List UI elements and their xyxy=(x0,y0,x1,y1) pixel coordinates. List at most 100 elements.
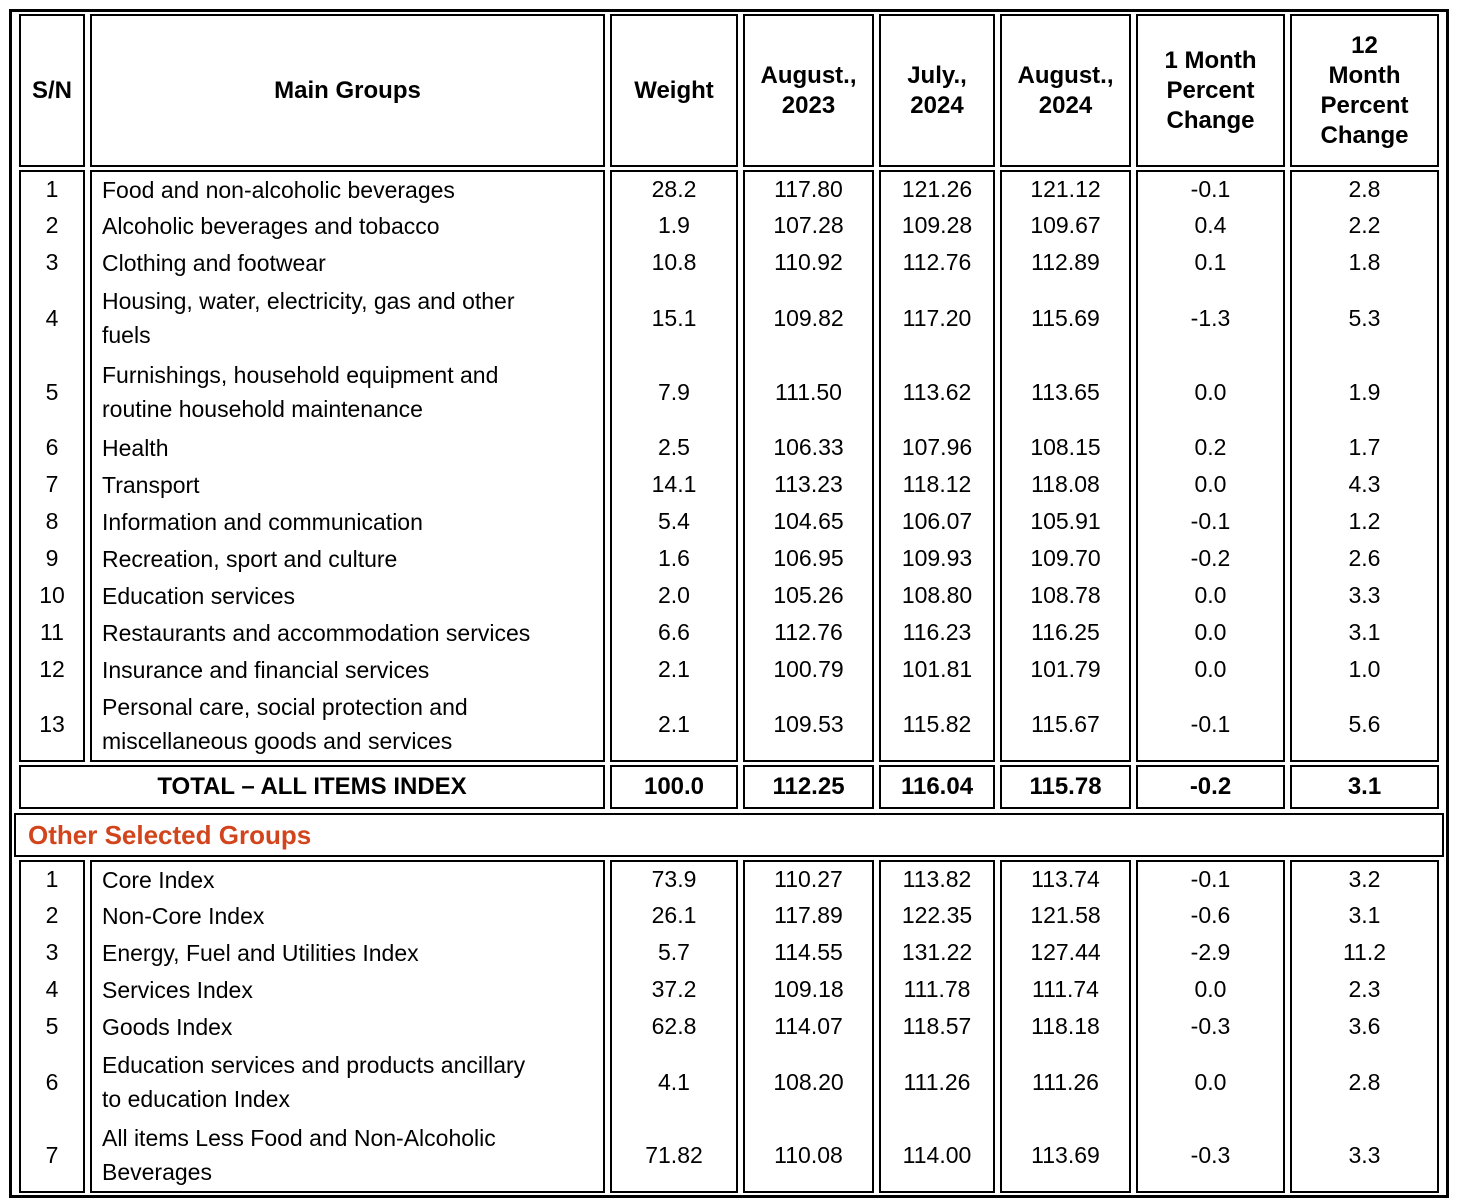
row-sn: 3 xyxy=(19,934,85,971)
column-header-aug-2024: August., 2024 xyxy=(1000,14,1131,167)
row-aug-2024: 111.74 xyxy=(1000,971,1131,1008)
row-weight: 4.1 xyxy=(610,1045,738,1119)
row-aug-2024: 115.69 xyxy=(1000,281,1131,355)
row-twelve-month-change: 1.8 xyxy=(1290,244,1439,281)
row-one-month-change: 0.0 xyxy=(1136,577,1285,614)
row-weight: 1.6 xyxy=(610,540,738,577)
row-aug-2023: 106.33 xyxy=(743,429,874,466)
row-label: Education services xyxy=(90,577,605,614)
row-one-month-change: -0.1 xyxy=(1136,688,1285,762)
row-one-month-change: -0.1 xyxy=(1136,170,1285,207)
table-row: 4 Housing, water, electricity, gas and ot… xyxy=(19,281,1439,355)
row-twelve-month-change: 1.9 xyxy=(1290,355,1439,429)
table-row: 2 Non-Core Index 26.1 117.89 122.35 121.58 -0.… xyxy=(19,897,1439,934)
row-weight: 1.9 xyxy=(610,207,738,244)
row-label: Services Index xyxy=(90,971,605,1008)
row-sn: 5 xyxy=(19,355,85,429)
row-aug-2024: 105.91 xyxy=(1000,503,1131,540)
row-weight: 2.0 xyxy=(610,577,738,614)
total-jul-2024: 116.04 xyxy=(879,765,995,809)
column-header-twelve-month-change: 12 Month Percent Change xyxy=(1290,14,1439,167)
row-twelve-month-change: 3.3 xyxy=(1290,577,1439,614)
row-twelve-month-change: 1.2 xyxy=(1290,503,1439,540)
total-row: TOTAL – ALL ITEMS INDEX 100.0 112.25 116… xyxy=(19,765,1439,809)
column-header-aug-2023: August., 2023 xyxy=(743,14,874,167)
table-row: 6 Education services and products ancilla… xyxy=(19,1045,1439,1119)
row-label: Transport xyxy=(90,466,605,503)
row-weight: 26.1 xyxy=(610,897,738,934)
row-sn: 2 xyxy=(19,897,85,934)
row-twelve-month-change: 3.6 xyxy=(1290,1008,1439,1045)
table-row: 12 Insurance and financial services 2.1 100… xyxy=(19,651,1439,688)
row-one-month-change: 0.0 xyxy=(1136,466,1285,503)
table-row: 7 Transport 14.1 113.23 118.12 118.08 0.0 4.3 xyxy=(19,466,1439,503)
row-sn: 3 xyxy=(19,244,85,281)
row-weight: 7.9 xyxy=(610,355,738,429)
row-sn: 8 xyxy=(19,503,85,540)
row-twelve-month-change: 1.0 xyxy=(1290,651,1439,688)
row-jul-2024: 122.35 xyxy=(879,897,995,934)
row-label: Clothing and footwear xyxy=(90,244,605,281)
row-weight: 2.5 xyxy=(610,429,738,466)
row-label: Insurance and financial services xyxy=(90,651,605,688)
row-sn: 4 xyxy=(19,971,85,1008)
row-twelve-month-change: 3.1 xyxy=(1290,897,1439,934)
row-sn: 10 xyxy=(19,577,85,614)
row-jul-2024: 114.00 xyxy=(879,1119,995,1193)
row-sn: 7 xyxy=(19,1119,85,1193)
row-weight: 73.9 xyxy=(610,860,738,897)
table-row: 11 Restaurants and accommodation services… xyxy=(19,614,1439,651)
row-one-month-change: -0.3 xyxy=(1136,1008,1285,1045)
row-aug-2023: 111.50 xyxy=(743,355,874,429)
row-twelve-month-change: 3.3 xyxy=(1290,1119,1439,1193)
cpi-table-frame: S/N Main Groups Weight August., 2023 Jul… xyxy=(9,9,1449,1198)
total-row-table: TOTAL – ALL ITEMS INDEX 100.0 112.25 116… xyxy=(14,765,1444,809)
row-jul-2024: 108.80 xyxy=(879,577,995,614)
row-twelve-month-change: 5.3 xyxy=(1290,281,1439,355)
row-aug-2024: 109.67 xyxy=(1000,207,1131,244)
table-row: 4 Services Index 37.2 109.18 111.78 111.74 0.0… xyxy=(19,971,1439,1008)
row-twelve-month-change: 2.6 xyxy=(1290,540,1439,577)
row-weight: 6.6 xyxy=(610,614,738,651)
row-aug-2024: 113.65 xyxy=(1000,355,1131,429)
row-sn: 5 xyxy=(19,1008,85,1045)
row-aug-2023: 109.18 xyxy=(743,971,874,1008)
column-header-sn: S/N xyxy=(19,14,85,167)
row-aug-2024: 101.79 xyxy=(1000,651,1131,688)
row-label: All items Less Food and Non-Alcoholic Be… xyxy=(90,1119,605,1193)
row-jul-2024: 116.23 xyxy=(879,614,995,651)
row-one-month-change: 0.2 xyxy=(1136,429,1285,466)
row-aug-2024: 118.18 xyxy=(1000,1008,1131,1045)
row-sn: 7 xyxy=(19,466,85,503)
row-weight: 5.7 xyxy=(610,934,738,971)
row-weight: 62.8 xyxy=(610,1008,738,1045)
row-jul-2024: 113.82 xyxy=(879,860,995,897)
row-sn: 4 xyxy=(19,281,85,355)
row-aug-2024: 112.89 xyxy=(1000,244,1131,281)
row-label: Alcoholic beverages and tobacco xyxy=(90,207,605,244)
row-jul-2024: 111.78 xyxy=(879,971,995,1008)
row-twelve-month-change: 11.2 xyxy=(1290,934,1439,971)
row-sn: 13 xyxy=(19,688,85,762)
row-label: Personal care, social protection and mis… xyxy=(90,688,605,762)
row-aug-2023: 113.23 xyxy=(743,466,874,503)
row-aug-2023: 112.76 xyxy=(743,614,874,651)
row-weight: 28.2 xyxy=(610,170,738,207)
total-weight: 100.0 xyxy=(610,765,738,809)
row-twelve-month-change: 1.7 xyxy=(1290,429,1439,466)
row-aug-2024: 121.58 xyxy=(1000,897,1131,934)
table-row: 3 Clothing and footwear 10.8 110.92 112.76 11… xyxy=(19,244,1439,281)
total-twelve-month-change: 3.1 xyxy=(1290,765,1439,809)
row-sn: 9 xyxy=(19,540,85,577)
row-twelve-month-change: 5.6 xyxy=(1290,688,1439,762)
row-weight: 2.1 xyxy=(610,651,738,688)
row-one-month-change: -0.3 xyxy=(1136,1119,1285,1193)
table-row: 6 Health 2.5 106.33 107.96 108.15 0.2 1.7 xyxy=(19,429,1439,466)
row-one-month-change: -0.6 xyxy=(1136,897,1285,934)
row-sn: 6 xyxy=(19,1045,85,1119)
row-sn: 11 xyxy=(19,614,85,651)
row-one-month-change: -0.1 xyxy=(1136,860,1285,897)
row-jul-2024: 131.22 xyxy=(879,934,995,971)
row-twelve-month-change: 2.8 xyxy=(1290,170,1439,207)
row-aug-2023: 110.08 xyxy=(743,1119,874,1193)
